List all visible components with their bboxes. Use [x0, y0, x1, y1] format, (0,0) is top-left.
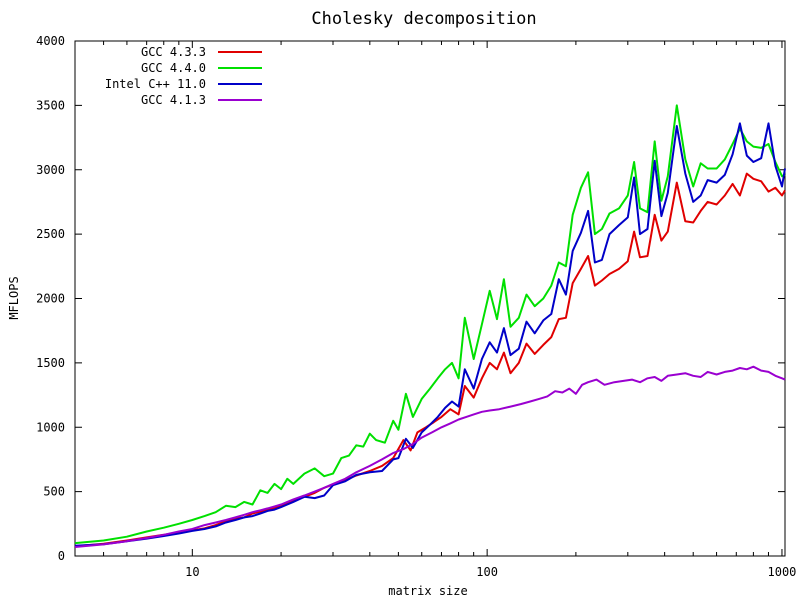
- y-tick-label: 1000: [36, 420, 65, 434]
- legend: GCC 4.3.3 GCC 4.4.0 Intel C++ 11.0 GCC 4.1.…: [105, 45, 262, 107]
- chart-title: Cholesky decomposition: [311, 9, 536, 29]
- y-tick-label: 3000: [36, 163, 65, 177]
- y-tick-label: 500: [43, 485, 65, 499]
- y-axis-label: MFLOPS: [7, 276, 21, 319]
- legend-label: GCC 4.4.0: [141, 61, 206, 75]
- x-axis: 10 100 1000: [74, 41, 797, 579]
- y-tick-label: 2500: [36, 227, 65, 241]
- x-tick-label: 1000: [768, 565, 797, 579]
- x-axis-label: matrix size: [388, 584, 467, 598]
- x-tick-label: 10: [185, 565, 199, 579]
- series-line-gcc-4-3-3: [74, 172, 786, 548]
- legend-label: GCC 4.1.3: [141, 93, 206, 107]
- y-tick-label: 2000: [36, 292, 65, 306]
- legend-label: Intel C++ 11.0: [105, 77, 206, 91]
- series-line-gcc-4-1-3: [74, 365, 786, 548]
- y-tick-label: 4000: [36, 34, 65, 48]
- series-line-gcc-4-4-0: [74, 104, 786, 545]
- y-tick-label: 0: [58, 549, 65, 563]
- y-tick-label: 1500: [36, 356, 65, 370]
- y-tick-label: 3500: [36, 98, 65, 112]
- legend-label: GCC 4.3.3: [141, 45, 206, 59]
- series-lines: [74, 104, 786, 548]
- series-line-intel-c-11-0: [74, 122, 786, 547]
- x-tick-label: 100: [476, 565, 498, 579]
- y-axis: 0 500 1000 1500 2000 2500 3000 3500 4000: [36, 34, 785, 563]
